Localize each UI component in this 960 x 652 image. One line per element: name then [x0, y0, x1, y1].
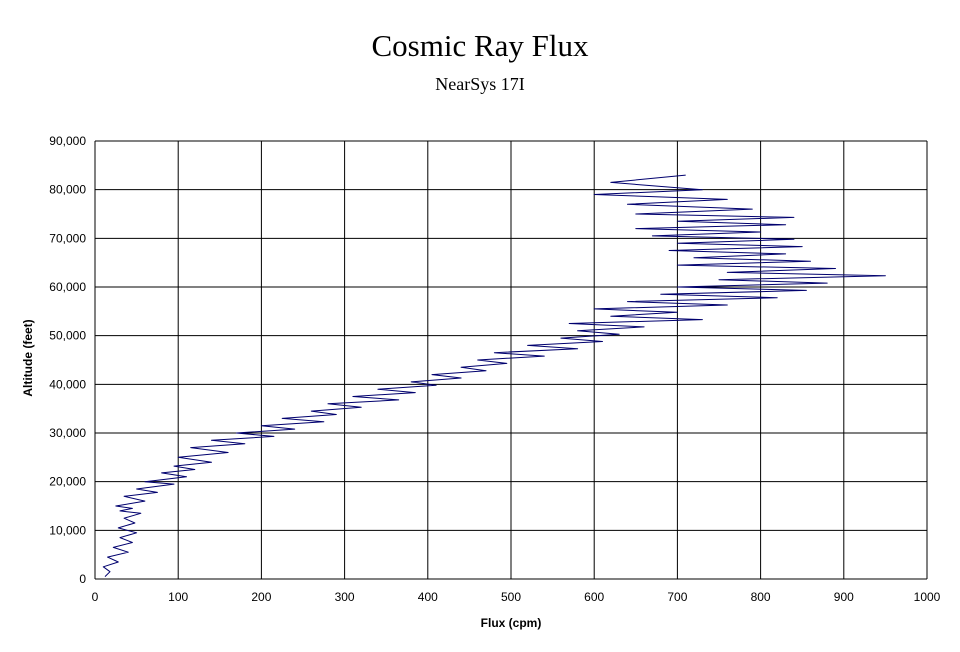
grid: [94, 140, 928, 580]
x-tick-label: 900: [834, 590, 854, 604]
y-tick-label: 80,000: [49, 183, 86, 197]
x-tick-label: 600: [584, 590, 604, 604]
y-tick-label: 90,000: [49, 134, 86, 148]
y-tick-label: 20,000: [49, 475, 86, 489]
x-tick-label: 400: [418, 590, 438, 604]
x-tick-label: 300: [335, 590, 355, 604]
x-tick-label: 500: [501, 590, 521, 604]
y-tick-label: 70,000: [49, 231, 86, 245]
y-tick-label: 0: [79, 572, 86, 586]
y-tick-label: 10,000: [49, 523, 86, 537]
series-layer: [102, 174, 886, 577]
y-tick-label: 30,000: [49, 426, 86, 440]
x-axis-label: Flux (cpm): [481, 616, 542, 630]
y-tick-label: 50,000: [49, 329, 86, 343]
y-tick-label: 40,000: [49, 377, 86, 391]
x-tick-label: 200: [251, 590, 271, 604]
series-line: [102, 174, 886, 577]
chart-subtitle: NearSys 17I: [435, 74, 525, 94]
x-tick-label: 800: [751, 590, 771, 604]
chart-title: Cosmic Ray Flux: [371, 28, 589, 63]
y-axis-label: Altitude (feet): [21, 319, 35, 396]
x-tick-labels: 0 100 200 300 400 500 600 700 800 900 1000: [92, 590, 941, 604]
x-tick-label: 100: [168, 590, 188, 604]
x-tick-label: 700: [667, 590, 687, 604]
y-tick-label: 60,000: [49, 280, 86, 294]
y-tick-labels: 0 10,000 20,000 30,000 40,000 50,000 60,000 70,…: [49, 134, 86, 586]
x-tick-label: 0: [92, 590, 99, 604]
x-tick-label: 1000: [914, 590, 941, 604]
